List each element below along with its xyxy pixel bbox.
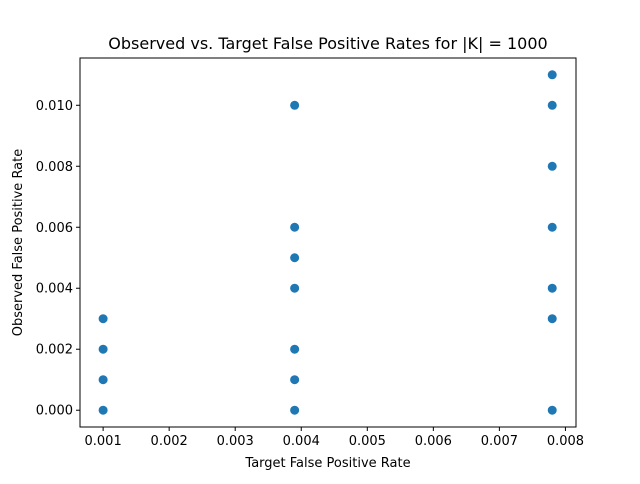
y-tick-label: 0.002 [36,343,73,358]
x-tick-label: 0.008 [547,434,584,449]
points-layer [98,70,557,415]
data-point [290,405,300,415]
x-tick-label: 0.007 [481,434,518,449]
plot-frame [79,57,577,428]
data-point [290,222,300,232]
data-point [290,375,300,385]
y-tick-label: 0.000 [36,404,73,419]
y-axis-ticks: 0.000 0.002 0.004 0.006 0.008 0.010 [36,99,80,419]
data-point [547,283,557,293]
x-tick-label: 0.003 [217,434,254,449]
y-tick-label: 0.004 [36,282,73,297]
data-point [290,100,300,110]
data-point [547,100,557,110]
x-tick-label: 0.001 [85,434,122,449]
x-tick-label: 0.004 [283,434,320,449]
data-point [98,314,108,324]
data-point [547,70,557,80]
x-tick-label: 0.002 [151,434,188,449]
data-point [98,405,108,415]
y-axis-label: Observed False Positive Rate [11,149,26,337]
y-tick-label: 0.008 [36,160,73,175]
data-point [98,344,108,354]
x-tick-label: 0.005 [349,434,386,449]
data-point [290,283,300,293]
y-tick-label: 0.006 [36,221,73,236]
y-tick-label: 0.010 [36,99,73,114]
x-axis-label: Target False Positive Rate [244,456,410,471]
data-point [547,314,557,324]
data-point [547,405,557,415]
x-axis-ticks: 0.001 0.002 0.003 0.004 0.005 0.006 0.007 0.008 [85,427,584,449]
chart-title: Observed vs. Target False Positive Rates… [108,34,547,53]
data-point [547,222,557,232]
data-point [290,253,300,263]
x-tick-label: 0.006 [415,434,452,449]
data-point [98,375,108,385]
data-point [290,344,300,354]
data-point [547,161,557,171]
